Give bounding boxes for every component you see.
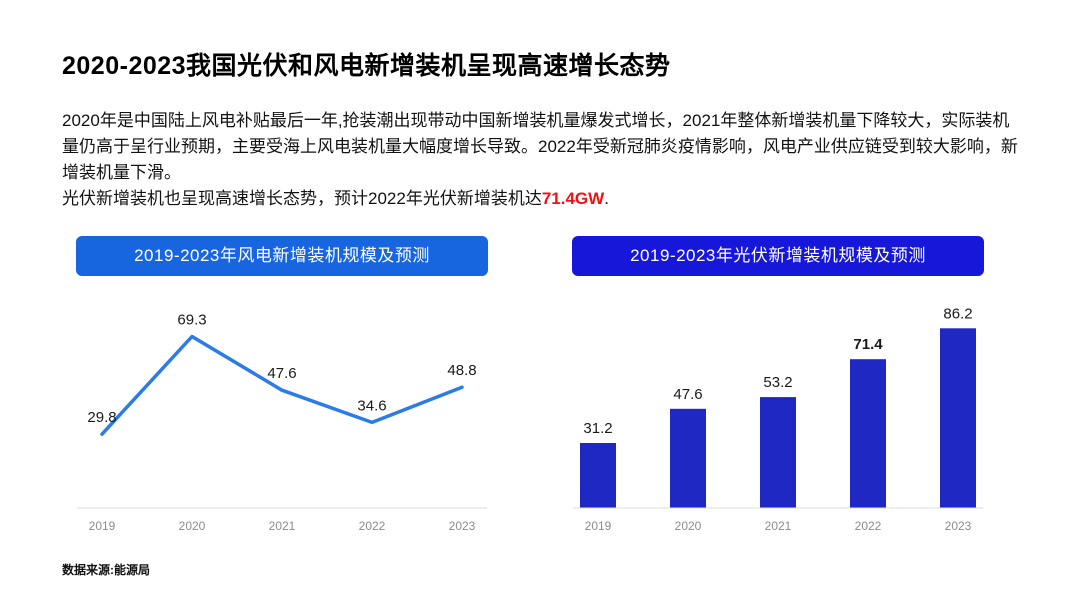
solar-data-label: 47.6 <box>673 386 702 403</box>
wind-chart-svg: 29.8 69.3 47.6 34.6 48.8 2019 2020 2021 2022 2023 <box>77 312 487 533</box>
x-tick-label: 2023 <box>945 519 972 533</box>
charts-row: 2019-2023年风电新增装机规模及预测 29.8 69.3 47.6 34.6 48… <box>62 236 1018 534</box>
x-tick-label: 2019 <box>585 519 612 533</box>
wind-data-label: 47.6 <box>267 365 296 382</box>
x-tick-label: 2020 <box>675 519 702 533</box>
solar-data-label: 53.2 <box>763 374 792 391</box>
wind-line-chart: 29.8 69.3 47.6 34.6 48.8 2019 2020 2021 2022 2023 <box>62 276 502 534</box>
solar-bar <box>850 359 886 508</box>
intro-paragraph: 2020年是中国陆上风电补贴最后一年,抢装潮出现带动中国新增装机量爆发式增长，2… <box>62 111 1018 182</box>
solar-data-label: 71.4 <box>853 336 883 353</box>
solar-bar <box>670 408 706 508</box>
solar-chart-title: 2019-2023年光伏新增装机规模及预测 <box>572 236 984 276</box>
wind-chart-title: 2019-2023年风电新增装机规模及预测 <box>76 236 488 276</box>
solar-paragraph-highlight: 71.4GW <box>541 189 605 208</box>
solar-paragraph: 光伏新增装机也呈现高速增长态势，预计2022年光伏新增装机达71.4GW. <box>62 186 1020 212</box>
solar-bar <box>940 328 976 508</box>
x-tick-label: 2022 <box>359 519 386 533</box>
solar-chart-panel: 2019-2023年光伏新增装机规模及预测 31.2 47.6 53.2 71.4 86… <box>558 236 998 534</box>
solar-paragraph-text: 光伏新增装机也呈现高速增长态势，预计2022年光伏新增装机达 <box>62 189 542 208</box>
x-tick-label: 2019 <box>89 519 116 533</box>
x-tick-label: 2023 <box>449 519 476 533</box>
solar-data-label: 31.2 <box>583 420 612 437</box>
x-tick-label: 2021 <box>765 519 792 533</box>
wind-data-label: 29.8 <box>87 409 116 426</box>
wind-line-series <box>100 334 464 436</box>
wind-data-label: 34.6 <box>357 397 386 414</box>
wind-chart-panel: 2019-2023年风电新增装机规模及预测 29.8 69.3 47.6 34.6 48… <box>62 236 502 534</box>
wind-data-label: 48.8 <box>447 362 476 379</box>
data-source: 数据来源:能源局 <box>62 563 150 577</box>
x-tick-label: 2021 <box>269 519 296 533</box>
solar-bar <box>760 397 796 508</box>
solar-chart-svg: 31.2 47.6 53.2 71.4 86.2 2019 2020 2021 2022 2023 <box>573 305 983 533</box>
solar-bar <box>580 443 616 508</box>
solar-bar-chart: 31.2 47.6 53.2 71.4 86.2 2019 2020 2021 2022 2023 <box>558 276 998 534</box>
page-title: 2020-2023我国光伏和风电新增装机呈现高速增长态势 <box>62 52 671 80</box>
solar-data-label: 86.2 <box>943 305 972 322</box>
x-tick-label: 2022 <box>855 519 882 533</box>
solar-paragraph-period: . <box>604 189 609 208</box>
x-tick-label: 2020 <box>179 519 206 533</box>
wind-data-label: 69.3 <box>177 312 206 329</box>
